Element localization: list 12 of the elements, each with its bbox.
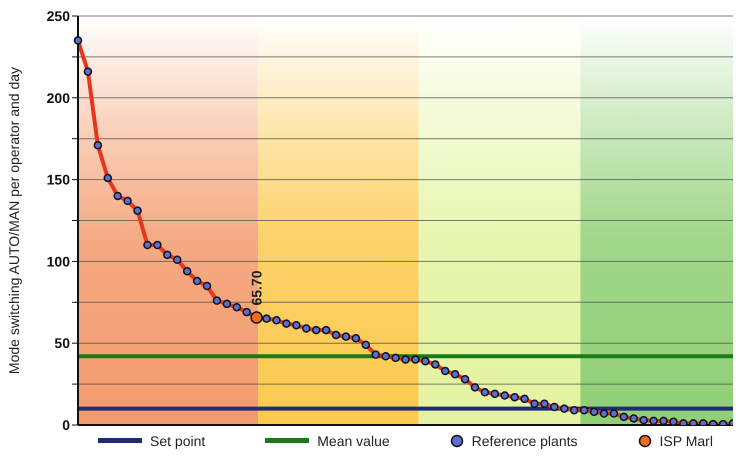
legend-label: Reference plants [472, 433, 578, 449]
legend-label: Mean value [317, 433, 390, 449]
y-tick-label: 50 [54, 335, 70, 352]
legend-label: ISP Marl [660, 433, 713, 449]
legend-label: Set point [150, 433, 206, 449]
y-tick-label: 100 [46, 253, 70, 270]
y-tick-label: 0 [62, 416, 70, 433]
y-axis-title: Mode switching AUTO/MAN per operator and day [6, 66, 22, 374]
y-tick-label: 250 [46, 8, 70, 24]
annotation: 65.70 [248, 270, 265, 306]
y-tick-label: 200 [46, 90, 70, 106]
y-tick-label: 150 [46, 172, 70, 188]
